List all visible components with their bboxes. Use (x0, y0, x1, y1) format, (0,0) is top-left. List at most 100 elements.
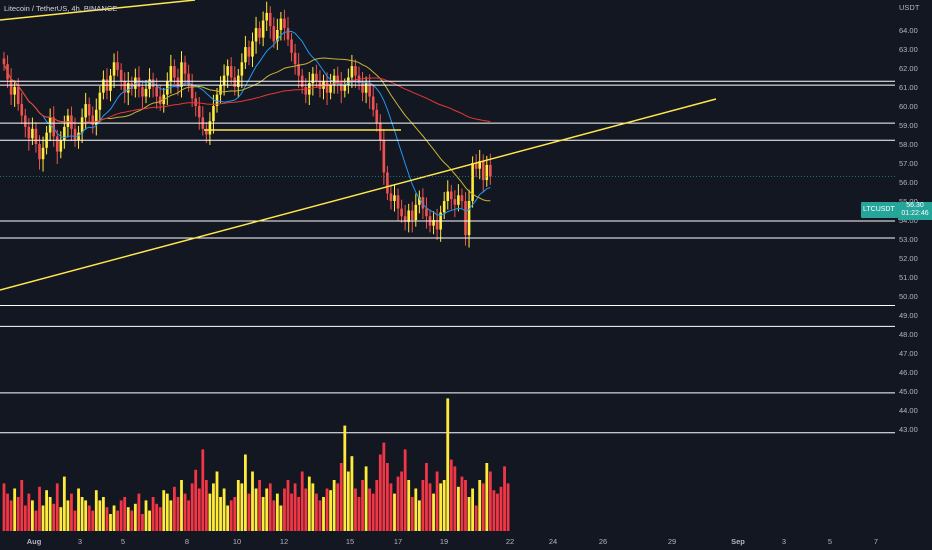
candle-body (478, 161, 481, 169)
y-tick-label: 51.00 (899, 273, 918, 282)
volume-bar (325, 488, 329, 531)
x-tick-label: Aug (27, 537, 42, 546)
ma-fast-line (3, 30, 491, 216)
candle-body (130, 83, 134, 89)
y-tick-label: 43.00 (899, 425, 918, 434)
candle-body (489, 164, 492, 177)
volume-bar (279, 505, 283, 531)
x-tick-label: 5 (121, 537, 125, 546)
volume-bar (410, 497, 414, 531)
volume-bar (453, 466, 457, 531)
y-tick-label: 62.00 (899, 64, 918, 73)
volume-bar (208, 493, 212, 531)
y-tick-label: 61.00 (899, 83, 918, 92)
volume-bar (80, 497, 84, 531)
y-tick-label: 58.00 (899, 140, 918, 149)
volume-bar (197, 488, 201, 531)
x-tick-label: Sep (731, 537, 745, 546)
candle-body (379, 123, 382, 141)
x-tick-label: 17 (394, 537, 402, 546)
candle-body (464, 201, 467, 236)
volume-bar (261, 497, 265, 531)
candle-body (77, 132, 80, 141)
volume-bar (336, 483, 340, 531)
candle-body (148, 79, 151, 89)
candle-body (325, 81, 329, 93)
volume-bar (162, 490, 166, 531)
x-tick-label: 15 (346, 537, 354, 546)
volume-bar (55, 483, 59, 531)
candle-body (467, 201, 471, 236)
volume-bar (339, 463, 343, 531)
volume-bar (215, 471, 219, 531)
volume-bar (27, 493, 31, 531)
volume-bar (77, 488, 80, 531)
candle-body (63, 126, 66, 141)
candle-body (247, 47, 251, 57)
candle-body (268, 12, 272, 27)
volume-bar (386, 463, 389, 531)
volume-bar (307, 476, 311, 531)
volume-bar (346, 471, 350, 531)
volume-bar (471, 488, 474, 531)
volume-bar (364, 466, 368, 531)
candle-body (98, 92, 102, 110)
candle-body (435, 220, 439, 230)
volume-bar (62, 476, 66, 531)
candle-body (55, 136, 59, 152)
volume-bar (478, 480, 482, 531)
volume-bar (98, 500, 102, 531)
candle-body (126, 83, 130, 93)
volume-bar (84, 500, 88, 531)
volume-bar (268, 483, 272, 531)
volume-bar (503, 466, 506, 531)
volume-bar (272, 500, 276, 531)
candle-body (400, 208, 403, 217)
volume-bar (148, 510, 151, 531)
candle-body (183, 62, 187, 74)
y-tick-label: 52.00 (899, 254, 918, 263)
volume-bar (133, 503, 137, 531)
candle-body (293, 52, 297, 65)
volume-bar (421, 480, 425, 531)
volume-bar (329, 490, 332, 531)
candle-body (343, 85, 347, 91)
volume-bar (254, 488, 258, 531)
y-tick-label: 50.00 (899, 292, 918, 301)
candle-body (410, 210, 414, 220)
volume-bar (283, 488, 286, 531)
candle-body (31, 128, 34, 139)
volume-bar (212, 483, 215, 531)
candle-body (91, 115, 95, 125)
candle-body (34, 128, 38, 144)
volume-bar (229, 500, 233, 531)
volume-bar (176, 497, 180, 531)
candle-body (166, 81, 169, 95)
candle-body (16, 87, 20, 105)
volume-bar (180, 480, 183, 531)
volume-bar (315, 493, 318, 531)
volume-bar (322, 497, 325, 531)
volume-bar (126, 507, 130, 531)
volume-bar (169, 500, 173, 531)
candle-body (258, 28, 261, 38)
candle-body (155, 87, 158, 97)
volume-bar (446, 398, 450, 531)
volume-bar (236, 480, 240, 531)
volume-bar (485, 463, 489, 531)
volume-bar (428, 483, 432, 531)
volume-bar (23, 505, 27, 531)
volume-bar (173, 486, 176, 531)
volume-bar (371, 493, 375, 531)
volume-bar (194, 469, 198, 531)
volume-bar (343, 425, 347, 531)
candle-body (290, 39, 293, 53)
candle-body (9, 79, 13, 95)
candle-body (41, 147, 45, 160)
candle-body (442, 201, 446, 213)
volume-bar (187, 500, 190, 531)
volume-bar (496, 493, 499, 531)
volume-bar (9, 500, 13, 531)
